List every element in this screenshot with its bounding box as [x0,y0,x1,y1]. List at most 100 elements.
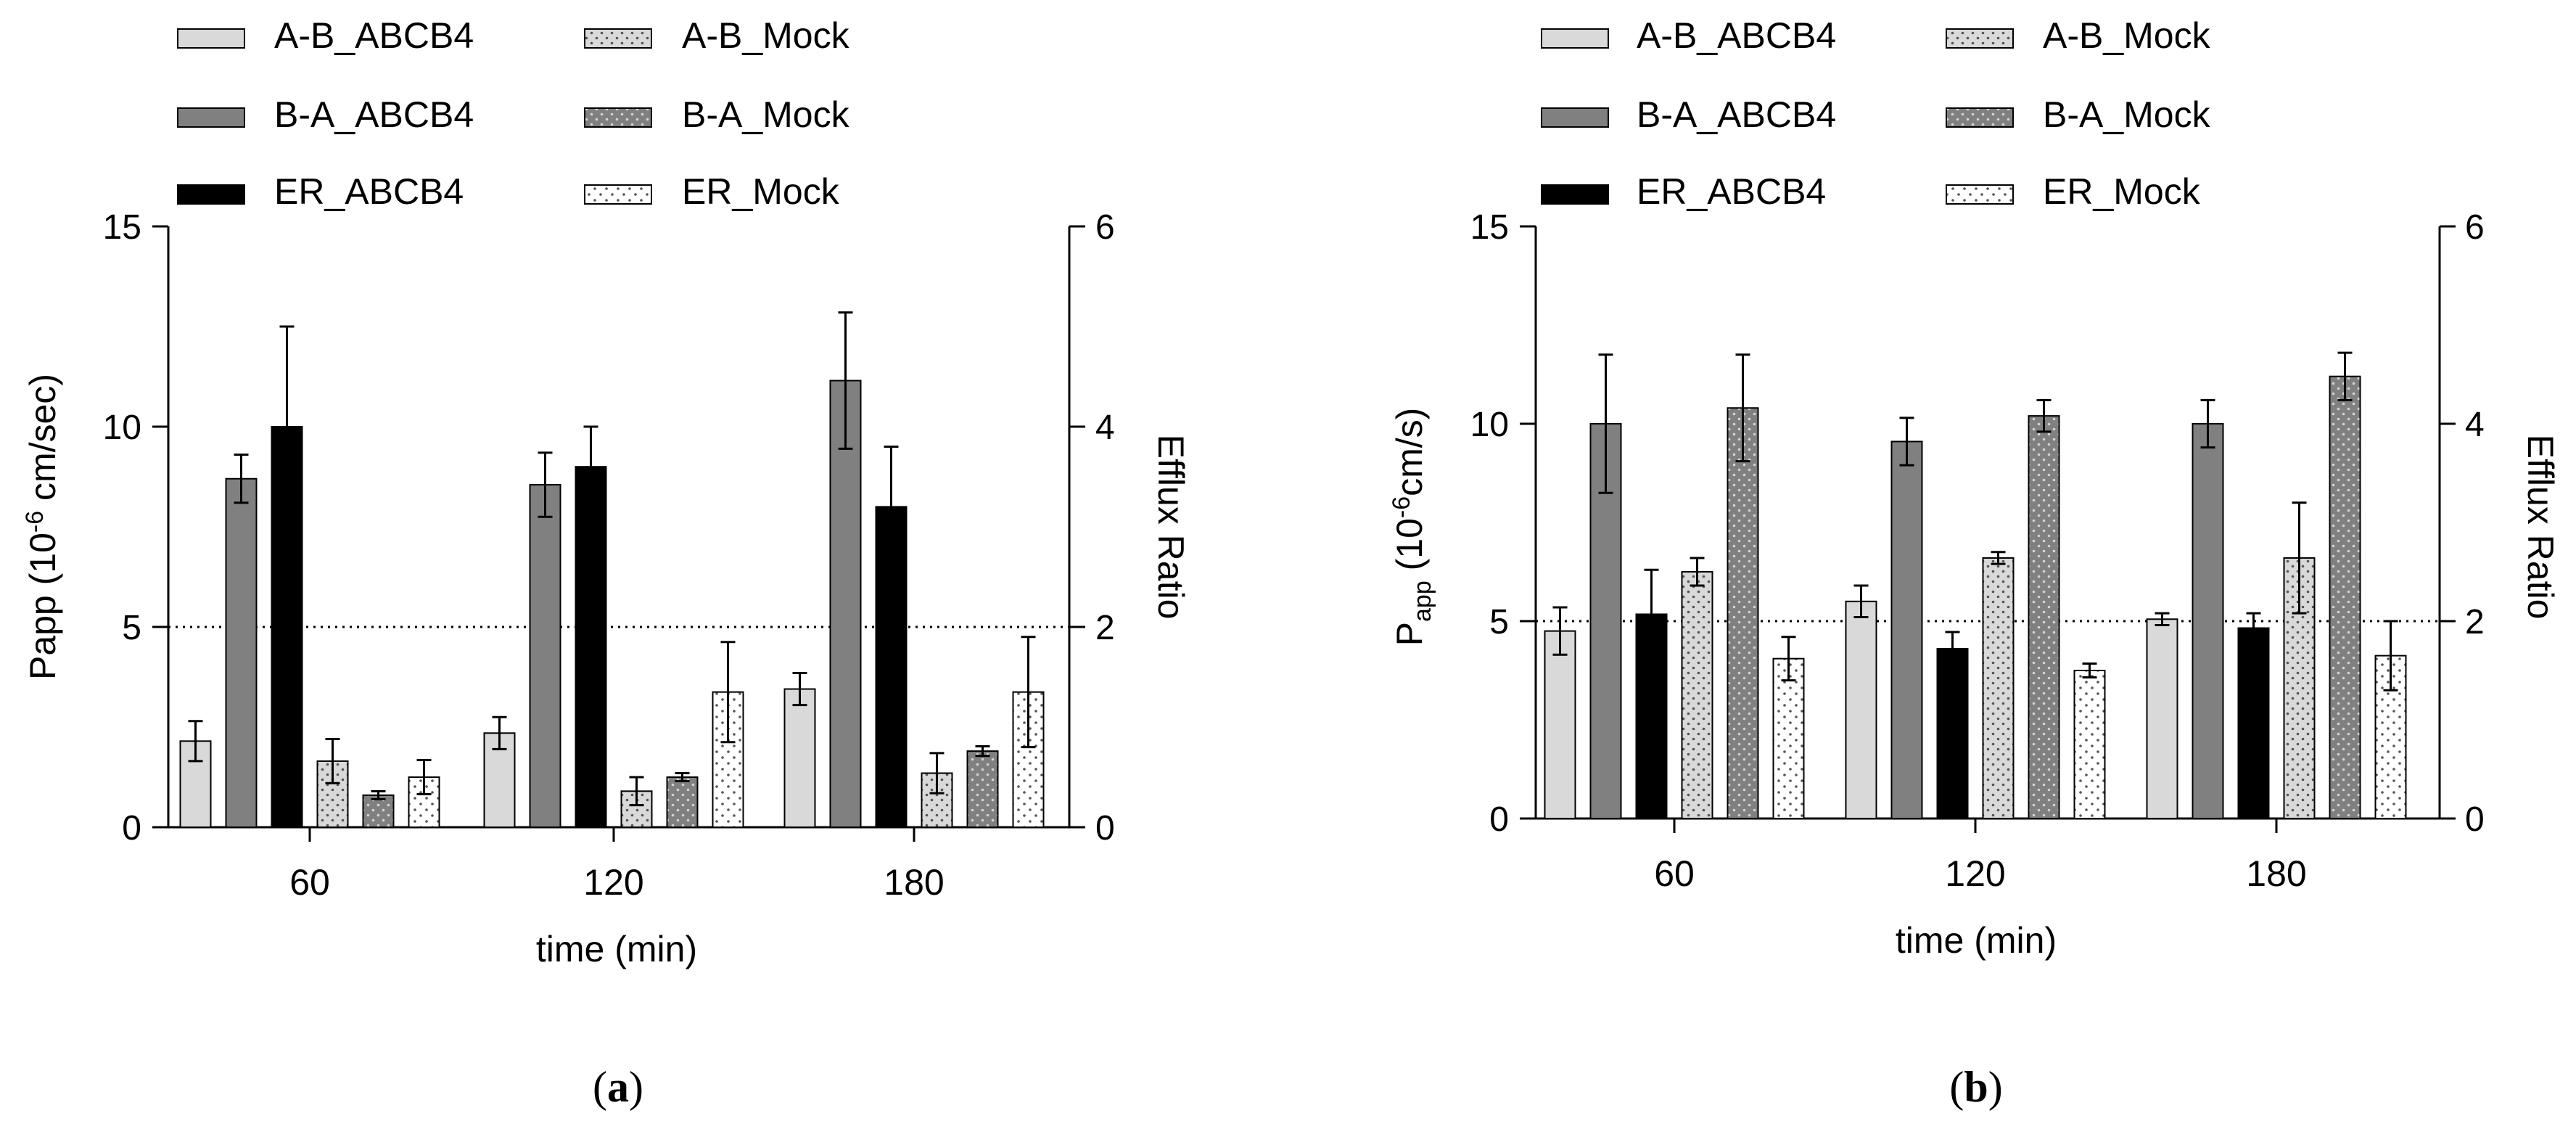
panel-label-b-letter: b [1964,1063,1988,1111]
legend-b-swatch-ba-abcb4 [1541,107,1609,128]
y-tick-label-a-5: 5 [122,609,141,647]
bars-a [179,311,1045,829]
error-bar-a-A-B_Mock-180 [929,752,945,795]
error-bar-b-ER_ABCB4-60 [1644,568,1659,660]
x-tick-label-a-60: 60 [289,862,330,903]
x-tick-label-a-120: 120 [583,862,643,903]
legend-b-label-ba-mock: B-A_Mock [2043,94,2211,135]
legend-a-label-ba-abcb4: B-A_ABCB4 [274,94,474,135]
y-axis-label-a: Papp (10-6 cm/sec) [21,374,63,680]
y-axis-label-a-base: Papp (10 [22,533,63,680]
y2-tick-label-b-2: 2 [2465,603,2485,641]
error-bar-b-A-B_ABCB4-120 [1853,584,1869,619]
y2-tick-label-b-4: 4 [2465,406,2485,444]
bar-b-A-B_ABCB4-60 [1544,630,1576,819]
x-tick-label-b-60: 60 [1654,853,1695,894]
error-bar-b-B-A_Mock-120 [2036,398,2052,433]
error-bar-b-B-A_ABCB4-180 [2200,398,2215,449]
error-bar-b-B-A_ABCB4-60 [1598,353,1613,494]
error-bar-b-ER_Mock-120 [2082,662,2097,679]
error-bar-a-B-A_ABCB4-60 [234,454,249,504]
y-axis-label-b: Papp (10-6cm/s) [1388,408,1436,647]
y-tick-label-b-5: 5 [1489,603,1509,641]
error-bar-a-ER_ABCB4-180 [884,446,899,568]
y-tick-label-a-0: 0 [122,809,141,848]
panel-label-a-letter: a [607,1063,629,1111]
y2-tick-label-a-0: 0 [1095,809,1115,848]
legend-a: A-B_ABCB4 B-A_ABCB4 ER_ABCB4 A-B_Mock B-… [177,15,850,212]
error-bar-a-ER_Mock-120 [720,641,736,744]
error-bar-b-B-A_Mock-180 [2337,351,2353,401]
y-axis-label-b-sub: app [1409,581,1436,622]
error-bar-b-A-B_ABCB4-60 [1552,606,1568,656]
bars-b [1544,351,2407,820]
bar-b-B-A_ABCB4-120 [1890,440,1923,819]
legend-b-swatch-er-abcb4 [1541,184,1609,205]
y-tick-label-b-10: 10 [1470,406,1509,444]
y-axis-label-b-mid: (10 [1389,518,1430,581]
error-bar-b-A-B_Mock-120 [1991,551,2006,565]
bar-b-ER_Mock-60 [1772,657,1805,819]
legend-a-swatch-ab-abcb4 [177,28,245,49]
legend-b-label-ab-abcb4: A-B_ABCB4 [1637,15,1836,56]
y-tick-label-a-15: 15 [103,208,141,247]
bar-b-ER_ABCB4-120 [1936,648,1969,820]
legend-b-swatch-ab-abcb4 [1541,28,1609,49]
legend-b: A-B_ABCB4 B-A_ABCB4 ER_ABCB4 A-B_Mock B-… [1541,15,2211,212]
bar-b-B-A_Mock-180 [2329,375,2361,819]
bar-b-A-B_Mock-120 [1982,557,2015,820]
bar-a-ER_ABCB4-120 [575,466,607,828]
x-tick-label-a-180: 180 [884,862,944,903]
y-axis-label-a-rest: cm/sec) [22,374,63,511]
bar-b-ER_Mock-120 [2073,670,2106,819]
legend-b-label-ba-abcb4: B-A_ABCB4 [1637,94,1836,135]
chart-panel-b: A-B_ABCB4 B-A_ABCB4 ER_ABCB4 A-B_Mock B-… [1388,15,2561,1111]
bar-a-B-A_ABCB4-120 [529,484,561,828]
x-tick-label-b-180: 180 [2246,853,2306,894]
error-bar-b-B-A_ABCB4-120 [1899,417,1914,467]
error-bar-a-A-B_Mock-60 [325,738,340,784]
y-tick-label-a-10: 10 [103,409,141,447]
error-bar-a-ER_Mock-180 [1021,636,1036,749]
y-axis-label-b-sup: -6 [1388,496,1415,518]
error-bar-b-A-B_Mock-60 [1690,557,1705,587]
panel-label-b: (b) [1949,1063,2002,1111]
bar-b-A-B_Mock-60 [1681,571,1713,819]
legend-a-swatch-er-mock [584,184,652,205]
x-axis-label-b: time (min) [1896,920,2057,961]
error-bar-b-B-A_Mock-60 [1735,353,1750,463]
bar-a-B-A_ABCB4-180 [829,380,862,828]
legend-a-swatch-ab-mock [584,28,652,49]
error-bar-a-B-A_Mock-60 [371,789,386,800]
error-bar-a-A-B_ABCB4-180 [792,671,807,707]
y2-tick-label-b-6: 6 [2465,208,2485,247]
error-bar-a-B-A_Mock-120 [675,771,690,783]
y-axis-label-b-base: P [1389,622,1430,646]
legend-a-label-er-mock: ER_Mock [682,171,840,212]
bar-b-ER_ABCB4-180 [2237,627,2270,820]
bar-b-B-A_Mock-60 [1727,407,1759,819]
chart-panel-a: A-B_ABCB4 B-A_ABCB4 ER_ABCB4 A-B_Mock B-… [21,15,1191,1111]
error-bar-a-B-A_ABCB4-180 [838,311,853,450]
bar-a-B-A_Mock-120 [666,776,699,828]
error-bar-b-A-B_ABCB4-180 [2155,612,2170,626]
legend-b-swatch-ab-mock [1946,28,2014,49]
legend-b-label-er-mock: ER_Mock [2043,171,2201,212]
x-axis-label-a: time (min) [536,929,697,969]
y2-tick-label-b-0: 0 [2465,800,2485,839]
legend-b-label-er-abcb4: ER_ABCB4 [1637,171,1826,212]
y2-tick-label-a-6: 6 [1095,208,1115,247]
error-bar-a-ER_ABCB4-60 [279,325,295,528]
y-axis-label-b-rest: cm/s) [1389,408,1430,496]
error-bar-a-ER_ABCB4-120 [583,425,598,508]
legend-a-swatch-ba-mock [584,107,652,128]
error-bar-a-A-B_Mock-120 [629,776,644,807]
error-bar-b-ER_Mock-180 [2383,620,2398,692]
error-bar-b-A-B_Mock-180 [2292,501,2307,615]
error-bar-a-B-A_ABCB4-120 [538,451,553,518]
legend-a-label-ba-mock: B-A_Mock [682,94,850,135]
bar-b-B-A_ABCB4-180 [2192,423,2224,819]
bar-b-B-A_Mock-120 [2028,415,2060,819]
x-tick-label-b-120: 120 [1945,853,2005,894]
